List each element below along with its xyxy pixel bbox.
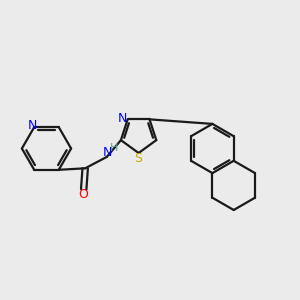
Text: N: N (103, 146, 112, 159)
Text: N: N (27, 118, 37, 132)
Text: H: H (110, 143, 118, 153)
Text: O: O (79, 188, 88, 201)
Text: N: N (118, 112, 128, 125)
Text: S: S (135, 152, 142, 165)
